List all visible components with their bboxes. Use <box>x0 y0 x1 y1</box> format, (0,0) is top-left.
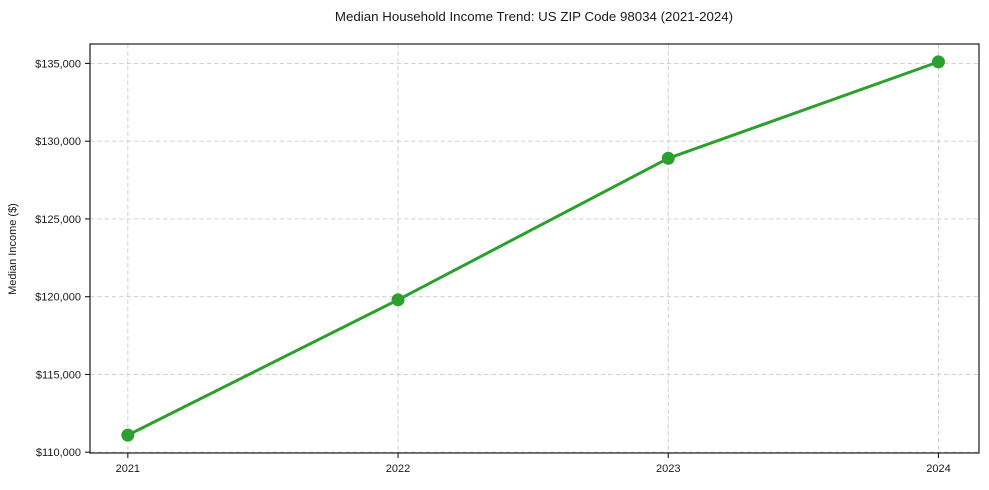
data-point-marker <box>121 428 135 442</box>
data-series <box>121 55 945 442</box>
y-tick-label: $125,000 <box>35 214 81 226</box>
x-tick-label: 2024 <box>926 463 950 475</box>
plot-frame <box>89 43 980 454</box>
y-tick-label: $135,000 <box>35 58 81 70</box>
y-axis-label: Median Income ($) <box>7 203 19 295</box>
x-tick-label: 2021 <box>116 463 140 475</box>
chart-title: Median Household Income Trend: US ZIP Co… <box>335 9 733 24</box>
y-tick-label: $110,000 <box>36 447 81 459</box>
axis-tick-labels: $110,000 $115,000 $120,000 $125,000 $130,000… <box>35 58 951 475</box>
y-tick-label: $120,000 <box>35 292 81 304</box>
data-point-marker <box>661 151 675 165</box>
axis-ticks <box>85 62 940 458</box>
data-point-marker <box>391 293 405 307</box>
data-point-marker <box>931 55 945 69</box>
data-line <box>126 60 940 437</box>
grid-lines <box>90 44 979 453</box>
y-tick-label: $130,000 <box>35 136 81 148</box>
x-tick-label: 2022 <box>386 463 410 475</box>
y-tick-label: $115,000 <box>36 369 81 381</box>
x-tick-label: 2023 <box>656 463 680 475</box>
